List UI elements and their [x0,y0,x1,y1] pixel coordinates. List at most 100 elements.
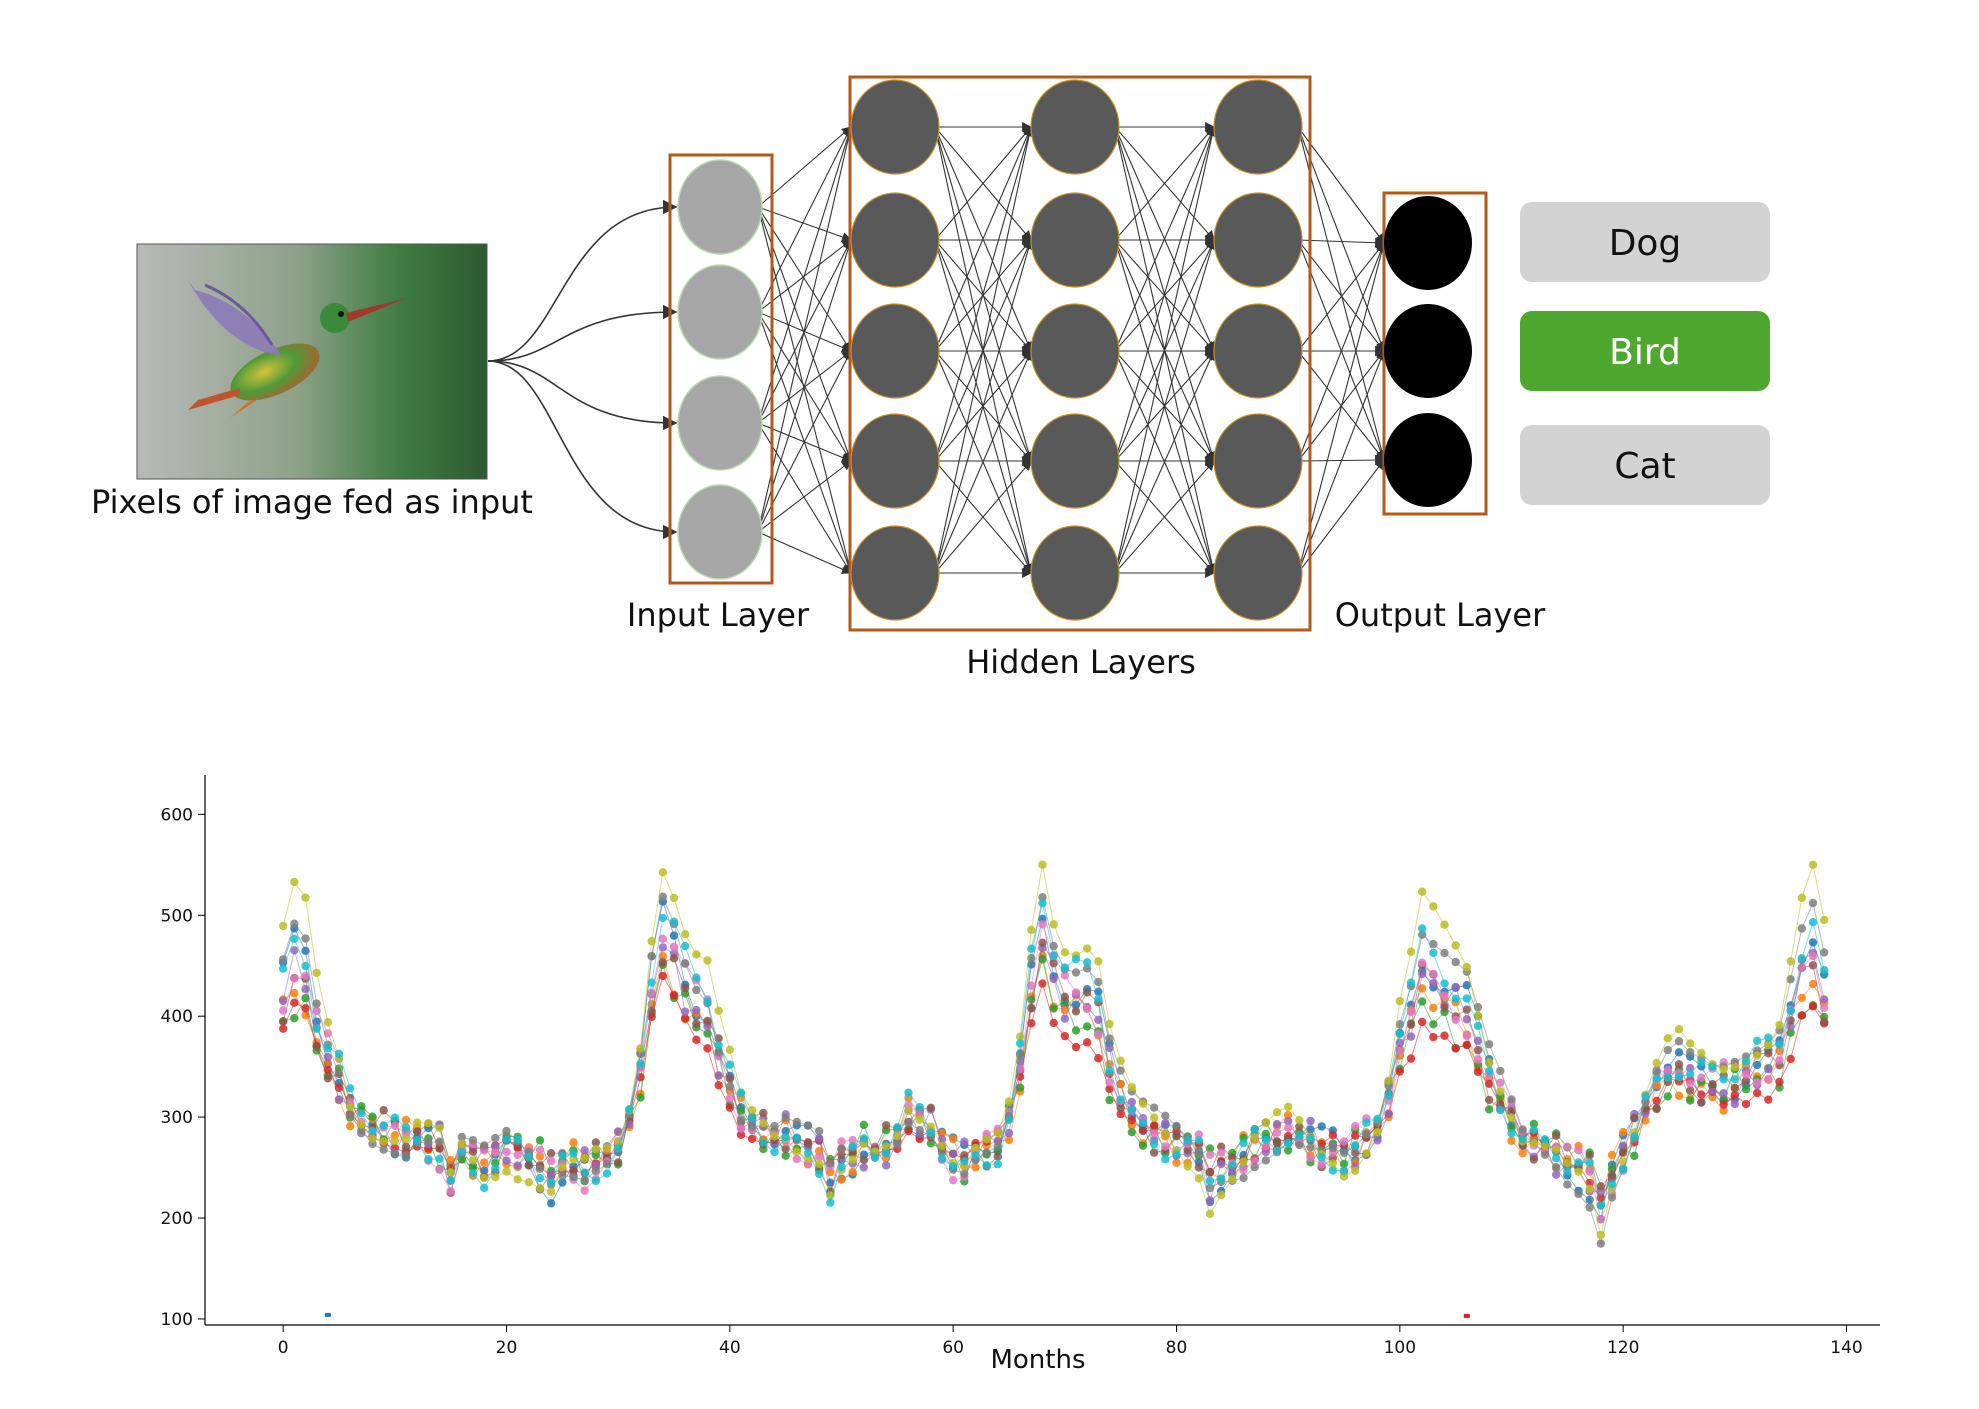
data-point [1462,1031,1472,1041]
data-point [1239,1173,1248,1183]
data-point [290,974,299,983]
data-point [714,1041,723,1050]
data-point [401,1134,411,1143]
data-point [1406,1032,1416,1041]
data-point [390,1136,400,1146]
data-point [1685,1079,1695,1088]
data-point [1741,1057,1751,1066]
data-point [1149,1139,1159,1149]
data-point [1395,1067,1405,1076]
data-point [546,1199,556,1208]
data-point [1674,1037,1684,1046]
input-node [677,484,763,580]
data-point [1071,954,1081,964]
class-box-dog [1520,202,1770,282]
hidden-node [850,525,940,621]
data-point [513,1135,522,1144]
data-point [669,942,679,951]
data-point [1775,1020,1784,1030]
data-point [837,1162,846,1172]
image-to-input-edge [487,199,678,362]
data-point [1719,1100,1728,1109]
data-point [1518,1134,1527,1144]
data-point [1596,1230,1606,1240]
data-point [323,1044,333,1053]
data-point [1652,1074,1661,1083]
output-node [1384,413,1472,507]
data-point [1127,1105,1137,1115]
data-point [881,1121,891,1130]
data-point [1429,902,1438,911]
data-point [1049,1004,1058,1013]
data-point [1094,977,1103,987]
data-point [1339,1172,1349,1181]
data-point [1551,1170,1561,1179]
output-layer-label: Output Layer [1335,596,1546,634]
data-point [1027,1003,1036,1013]
data-point [1250,1162,1259,1172]
data-point [491,1148,500,1157]
data-point [1228,1175,1237,1184]
data-point [1484,1040,1494,1049]
data-point [1283,1146,1293,1155]
data-point [1138,1099,1148,1109]
data-point [692,1035,701,1045]
data-point [692,950,701,959]
data-point [1507,1129,1516,1138]
input-image [136,243,488,480]
output-node [1384,304,1472,398]
data-point [658,943,668,952]
data-point [1172,1150,1181,1159]
data-point [792,1117,802,1127]
data-point [524,1161,534,1170]
data-point [580,1146,589,1155]
data-point [1082,958,1092,967]
data-point [613,1143,623,1153]
hidden-node [1030,303,1120,399]
data-point [692,985,701,995]
network-edge [1114,126,1215,241]
data-point [1216,1159,1226,1169]
data-point [1082,1038,1092,1047]
data-point [904,1118,913,1127]
data-point [1350,1121,1360,1131]
data-point [1607,1179,1617,1189]
data-point [1663,1073,1673,1082]
hidden-layers-label: Hidden Layers [966,643,1196,681]
data-point [904,1106,913,1115]
y-tick-label: 400 [161,1007,193,1027]
data-point [1339,1166,1349,1175]
data-point [725,1082,735,1091]
data-point [1272,1128,1282,1137]
data-point [1496,1066,1505,1076]
data-point [1328,1130,1338,1140]
data-point [1429,1003,1438,1013]
data-point [1775,1040,1784,1049]
data-point [703,956,712,965]
data-point [692,1019,701,1028]
data-point [1529,1139,1539,1148]
data-point [781,1133,790,1142]
data-point [1362,1118,1371,1127]
data-point [1496,1105,1505,1115]
series-1 [278,951,1829,1210]
data-point [1551,1131,1561,1140]
data-point [1819,1017,1829,1027]
data-point [290,946,299,955]
data-point [1563,1167,1572,1176]
data-point [301,961,310,971]
y-tick-label: 200 [161,1209,193,1229]
data-point [1585,1184,1594,1194]
class-box-bird [1520,311,1770,391]
data-point [937,1141,947,1150]
data-point [446,1186,455,1196]
data-point [1518,1125,1527,1134]
data-point [1429,939,1438,949]
data-point [770,1147,779,1157]
data-point [736,1115,746,1124]
data-point [736,1124,746,1133]
data-point [725,1060,735,1069]
data-point [736,1130,746,1139]
data-point [680,983,690,993]
data-point [1038,938,1047,947]
